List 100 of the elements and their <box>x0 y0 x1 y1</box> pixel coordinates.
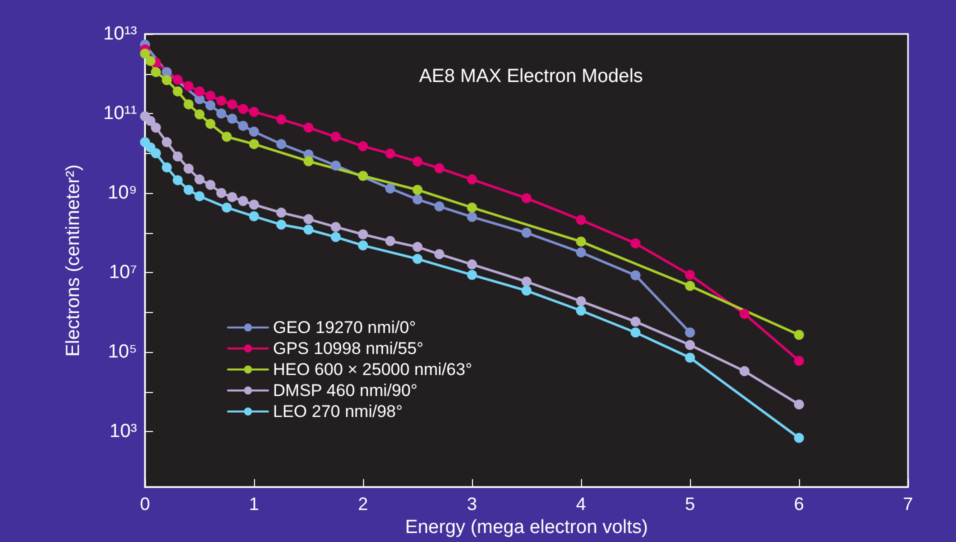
point <box>216 96 226 106</box>
point <box>238 120 248 131</box>
point <box>685 327 695 338</box>
point <box>794 356 804 366</box>
legend-label: GPS 10998 nmi/55° <box>273 339 424 358</box>
text: AE8 MAX Electron Models <box>419 66 643 87</box>
point <box>276 114 286 124</box>
point <box>522 228 532 238</box>
point <box>249 126 259 137</box>
x-tick-label: 7 <box>902 494 914 514</box>
point <box>630 270 640 280</box>
point <box>467 212 477 222</box>
point <box>276 220 286 230</box>
point <box>194 86 204 96</box>
y-tick-label: 10¹³ <box>103 24 137 44</box>
x-axis-title: Energy (mega electron volts) <box>405 517 648 538</box>
point <box>467 259 477 270</box>
point <box>145 116 156 126</box>
point <box>412 242 422 252</box>
point <box>685 340 695 350</box>
legend-label: LEO 270 nmi/98° <box>273 402 403 421</box>
point <box>162 137 172 148</box>
x-tick-label: 6 <box>794 494 804 514</box>
point <box>412 156 422 167</box>
x-tick-label: 1 <box>248 494 260 514</box>
point <box>304 122 314 133</box>
point <box>184 184 194 195</box>
point <box>227 114 238 124</box>
point <box>330 132 341 142</box>
point <box>249 106 259 117</box>
point <box>740 308 750 319</box>
point <box>205 180 216 190</box>
point <box>150 148 161 158</box>
point <box>434 249 444 260</box>
point <box>194 191 204 202</box>
point <box>576 247 586 258</box>
point <box>172 86 183 96</box>
point <box>205 100 216 110</box>
point <box>184 164 194 174</box>
point <box>304 156 314 166</box>
point <box>238 104 248 114</box>
point <box>576 214 586 225</box>
point <box>385 148 396 159</box>
point <box>330 232 341 242</box>
x-tick-label: 4 <box>576 494 586 514</box>
point <box>145 56 156 66</box>
point <box>522 276 532 287</box>
point <box>194 174 204 184</box>
y-tick-label: 10¹¹ <box>103 103 137 124</box>
y-tick-label: 10⁹ <box>108 182 137 204</box>
point <box>412 194 422 204</box>
point <box>194 109 204 120</box>
point <box>685 270 695 280</box>
point <box>249 211 259 222</box>
point <box>140 48 150 59</box>
point <box>172 175 183 186</box>
point <box>172 151 183 162</box>
point <box>172 74 183 85</box>
point <box>238 196 248 206</box>
point <box>385 183 396 194</box>
y-tick-label: 10³ <box>110 421 137 442</box>
x-tick-label: 3 <box>466 494 478 514</box>
point <box>434 163 444 174</box>
point <box>630 238 640 248</box>
point <box>216 188 226 198</box>
y-axis-title: Electrons (centimeter²) <box>63 164 84 357</box>
point <box>276 139 286 150</box>
point <box>358 170 368 181</box>
point <box>412 254 422 264</box>
point <box>184 99 194 110</box>
legend-label: GEO 19270 nmi/0° <box>273 318 416 337</box>
point <box>522 193 532 204</box>
point <box>184 81 194 92</box>
point <box>412 184 422 195</box>
point <box>467 202 477 213</box>
point <box>685 280 695 291</box>
point <box>576 296 586 306</box>
point <box>205 118 216 129</box>
point <box>227 192 238 202</box>
point <box>358 240 368 250</box>
point <box>150 122 161 133</box>
point <box>227 99 238 110</box>
x-tick-label: 2 <box>358 494 368 514</box>
point <box>249 139 259 150</box>
point <box>330 160 341 171</box>
point <box>216 108 226 119</box>
x-tick-label: 5 <box>684 494 696 514</box>
point <box>467 270 477 280</box>
point <box>794 432 804 443</box>
point <box>794 399 804 410</box>
point <box>150 67 161 78</box>
point <box>685 352 695 363</box>
point <box>304 224 314 235</box>
point <box>434 201 444 212</box>
point <box>467 174 477 184</box>
point <box>630 316 640 327</box>
point <box>740 366 750 376</box>
point <box>522 286 532 296</box>
point <box>576 236 586 247</box>
point <box>304 214 314 224</box>
